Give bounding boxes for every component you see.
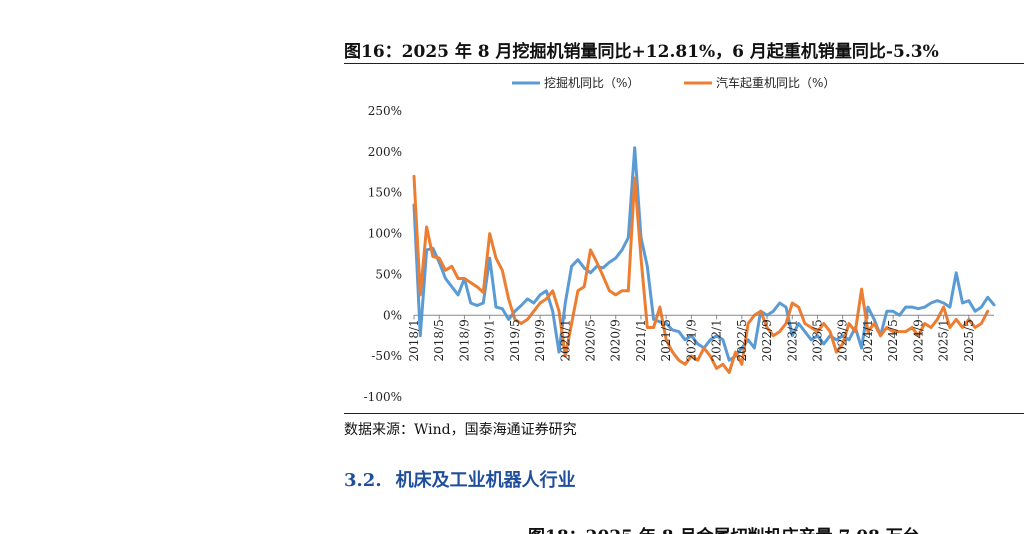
x-tick-label: 2022/9 (760, 319, 774, 361)
next-figure-fragment: 图18：2025 年 8 月金属切削机床产量 7.08 万台 (528, 520, 988, 534)
x-tick-label: 2023/5 (810, 319, 824, 361)
x-tick-label: 2021/5 (659, 319, 673, 361)
x-axis: 2018/1 2018/5 2018/9 2019/1 2019/5 2019/9 2020… (407, 314, 994, 362)
y-axis: 250% 200% 150% 100% 50% 0% -50% -100% (364, 104, 402, 404)
y-tick-label: -100% (364, 390, 402, 404)
y-tick-label: 0% (383, 308, 402, 322)
section-number: 3.2. (344, 470, 382, 491)
previous-page-fragment (0, 0, 1030, 10)
figure-title: 图16：2025 年 8 月挖掘机销量同比+12.81%，6 月起重机销量同比-… (344, 42, 939, 62)
legend-label: 挖掘机同比（%） (544, 75, 639, 90)
y-tick-label: 200% (368, 145, 402, 159)
y-tick-label: -50% (371, 349, 402, 363)
plot-area (412, 146, 996, 374)
line-chart: 挖掘机同比（%） 汽车起重机同比（%） 250% 200% 150% 100% 50% 0%… (364, 75, 996, 404)
x-tick-label: 2018/9 (457, 319, 471, 361)
series-line (412, 146, 996, 362)
x-tick-label: 2022/5 (735, 319, 749, 361)
x-tick-label: 2022/1 (710, 319, 724, 361)
x-tick-label: 2019/9 (533, 319, 547, 361)
y-tick-label: 150% (368, 186, 402, 200)
x-tick-label: 2025/5 (962, 319, 976, 361)
section-heading: 3.2. 机床及工业机器人行业 (344, 466, 576, 492)
x-tick-label: 2021/1 (634, 319, 648, 361)
legend-label: 汽车起重机同比（%） (716, 75, 835, 90)
title-rule (344, 63, 1024, 64)
x-tick-label: 2023/1 (785, 319, 799, 361)
y-tick-label: 100% (368, 227, 402, 241)
x-tick-label: 2019/1 (483, 319, 497, 361)
x-tick-label: 2021/9 (684, 319, 698, 361)
x-tick-label: 2019/5 (508, 319, 522, 361)
section-title: 机床及工业机器人行业 (395, 470, 576, 491)
x-tick-label: 2020/1 (558, 319, 572, 361)
series-line (412, 174, 990, 374)
y-tick-label: 50% (375, 267, 402, 281)
source-rule (344, 413, 1024, 414)
x-tick-label: 2018/5 (432, 319, 446, 361)
x-tick-label: 2024/9 (911, 319, 925, 361)
x-tick-label: 2024/5 (886, 319, 900, 361)
x-tick-label: 2020/9 (609, 319, 623, 361)
x-tick-label: 2018/1 (407, 319, 421, 361)
x-tick-label: 2025/1 (937, 319, 951, 361)
x-tick-label: 2024/1 (861, 319, 875, 361)
chart-legend: 挖掘机同比（%） 汽车起重机同比（%） (512, 75, 835, 90)
y-tick-label: 250% (368, 104, 402, 118)
x-tick-label: 2020/5 (584, 319, 598, 361)
next-figure-title: 图18：2025 年 8 月金属切削机床产量 7.08 万台 (528, 522, 920, 534)
x-tick-label: 2023/9 (836, 319, 850, 361)
data-source: 数据来源：Wind，国泰海通证券研究 (344, 422, 577, 438)
